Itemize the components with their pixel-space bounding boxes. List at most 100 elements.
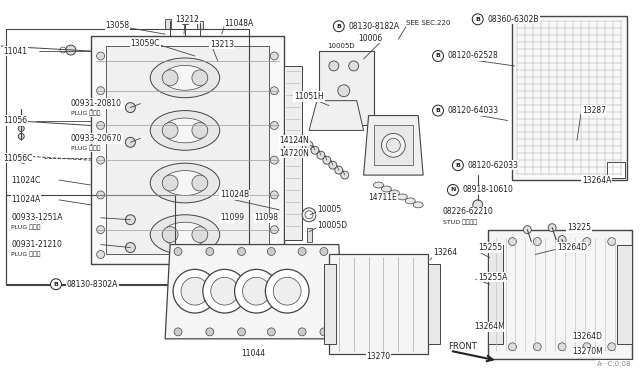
Bar [182, 14, 188, 24]
Circle shape [302, 208, 316, 222]
Circle shape [509, 343, 516, 351]
Ellipse shape [163, 118, 207, 143]
Bar [319, 51, 374, 125]
Circle shape [125, 215, 135, 225]
Text: 08918-10610: 08918-10610 [463, 186, 514, 195]
Bar [284, 66, 302, 240]
Text: 10005D: 10005D [327, 43, 355, 49]
Text: 13059C: 13059C [131, 39, 160, 48]
Text: 08120-62528: 08120-62528 [448, 51, 499, 61]
Text: 08120-62033: 08120-62033 [468, 161, 519, 170]
Text: 11099: 11099 [220, 213, 244, 222]
Circle shape [472, 14, 483, 25]
Circle shape [473, 200, 483, 210]
Circle shape [192, 122, 208, 138]
Text: 13264D: 13264D [572, 332, 602, 341]
Circle shape [174, 247, 182, 256]
Bar [617, 244, 632, 344]
Circle shape [305, 141, 313, 149]
Text: 08120-64033: 08120-64033 [448, 106, 499, 115]
Text: 11024B: 11024B [220, 190, 249, 199]
Text: 11024A: 11024A [12, 195, 40, 204]
Text: 15255A: 15255A [477, 273, 507, 282]
Text: 13264D: 13264D [557, 243, 587, 252]
Bar [307, 228, 312, 241]
Circle shape [381, 134, 405, 157]
Circle shape [329, 61, 339, 71]
Circle shape [206, 328, 214, 336]
Circle shape [203, 269, 246, 313]
Circle shape [270, 156, 278, 164]
Text: PLUG プラグ: PLUG プラグ [12, 252, 41, 257]
Text: 13058: 13058 [106, 21, 130, 30]
Text: 08130-8182A: 08130-8182A [349, 22, 400, 31]
Text: B: B [456, 163, 460, 168]
Ellipse shape [381, 186, 392, 192]
Bar [165, 19, 171, 29]
Text: 14720N: 14720N [279, 149, 309, 158]
Text: 15255: 15255 [477, 243, 502, 252]
Text: 10005D: 10005D [317, 221, 347, 230]
Circle shape [273, 277, 301, 305]
Bar [6, 29, 250, 285]
Circle shape [266, 269, 309, 313]
Circle shape [51, 279, 61, 290]
Circle shape [181, 277, 209, 305]
Circle shape [349, 61, 358, 71]
Circle shape [60, 47, 66, 53]
Bar [607, 162, 625, 178]
Circle shape [335, 166, 343, 174]
Circle shape [452, 160, 463, 171]
Bar [513, 16, 627, 180]
Circle shape [162, 175, 178, 191]
Ellipse shape [389, 190, 399, 196]
Text: B: B [476, 17, 480, 22]
Circle shape [192, 70, 208, 86]
Text: PLUG プラグ: PLUG プラグ [12, 225, 41, 231]
Circle shape [19, 118, 24, 124]
Circle shape [317, 151, 325, 159]
Circle shape [97, 156, 104, 164]
Bar [374, 125, 413, 165]
Text: B: B [436, 54, 440, 58]
Polygon shape [364, 116, 423, 175]
Text: 08360-6302B: 08360-6302B [488, 15, 539, 24]
Circle shape [192, 175, 208, 191]
Circle shape [311, 146, 319, 154]
Circle shape [583, 238, 591, 246]
Text: 13270M: 13270M [572, 347, 603, 356]
Text: 11041: 11041 [3, 46, 28, 55]
Circle shape [66, 45, 76, 55]
Text: 11098: 11098 [255, 213, 278, 222]
Text: 14711E: 14711E [369, 193, 397, 202]
Ellipse shape [374, 182, 383, 188]
Circle shape [162, 122, 178, 138]
Ellipse shape [397, 194, 407, 200]
Circle shape [97, 250, 104, 259]
Circle shape [237, 328, 246, 336]
Text: 13264: 13264 [433, 248, 457, 257]
Text: PLUG プラグ: PLUG プラグ [71, 111, 100, 116]
Circle shape [338, 85, 349, 97]
Ellipse shape [150, 163, 220, 203]
Circle shape [433, 105, 444, 116]
Circle shape [608, 343, 616, 351]
Ellipse shape [413, 202, 423, 208]
Text: N: N [450, 187, 456, 192]
Circle shape [97, 87, 104, 95]
Circle shape [558, 343, 566, 351]
Circle shape [270, 191, 278, 199]
Circle shape [270, 87, 278, 95]
Circle shape [173, 269, 217, 313]
Circle shape [548, 224, 556, 232]
Circle shape [97, 191, 104, 199]
Circle shape [97, 52, 104, 60]
Text: STUD スタッド: STUD スタッド [443, 219, 477, 225]
Bar [428, 264, 440, 344]
Circle shape [192, 227, 208, 243]
Text: FRONT: FRONT [448, 342, 477, 351]
Text: 00931-21210: 00931-21210 [12, 240, 62, 249]
Text: 13225: 13225 [567, 223, 591, 232]
Text: 11056C: 11056C [3, 154, 33, 163]
Bar [197, 21, 203, 29]
